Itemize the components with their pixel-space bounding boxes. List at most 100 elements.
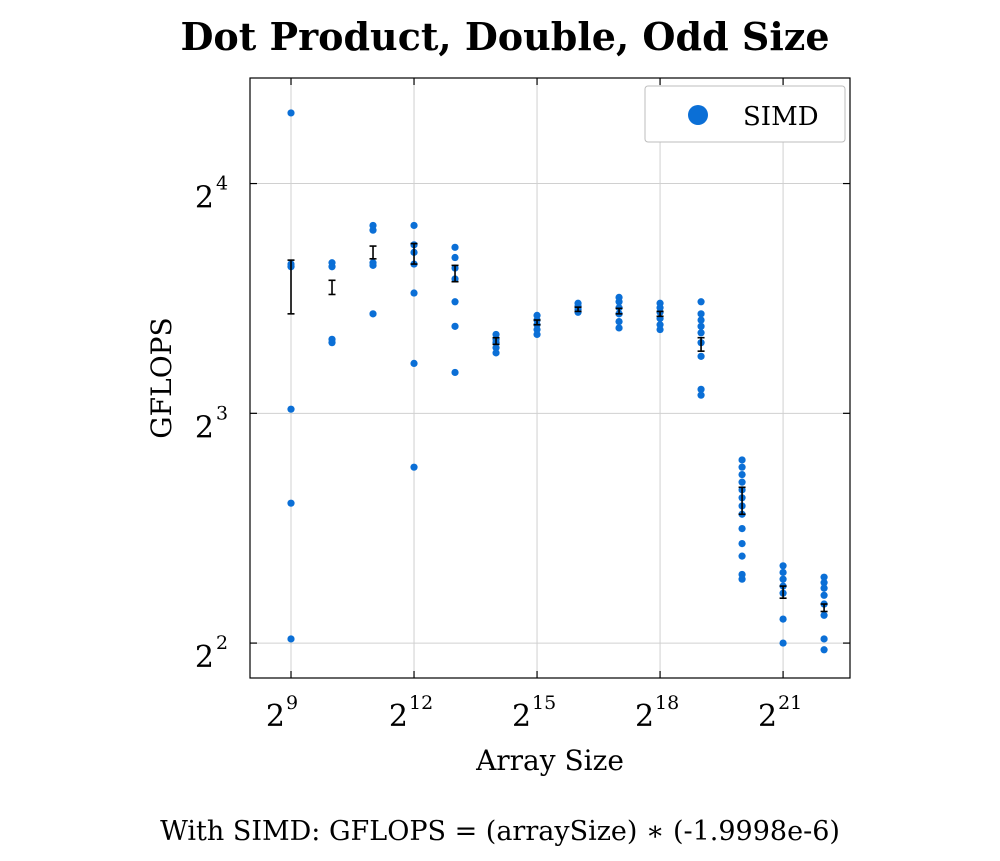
data-point bbox=[697, 322, 705, 330]
data-points bbox=[287, 109, 828, 654]
x-tick-exponent: 9 bbox=[286, 692, 298, 714]
data-point bbox=[738, 463, 746, 471]
error-bar bbox=[697, 336, 705, 352]
data-point bbox=[820, 591, 828, 599]
data-point bbox=[779, 639, 787, 647]
error-bar bbox=[451, 264, 459, 283]
y-axis-ticks: 2 22 32 4 bbox=[195, 173, 850, 675]
data-point bbox=[451, 253, 459, 262]
x-tick-base: 2 bbox=[389, 699, 408, 734]
data-point bbox=[738, 575, 746, 583]
data-point bbox=[533, 330, 541, 339]
data-point bbox=[369, 226, 377, 234]
data-point bbox=[615, 298, 623, 306]
x-tick-base: 2 bbox=[758, 699, 777, 734]
y-axis-label: GFLOPS bbox=[145, 317, 178, 438]
data-point bbox=[697, 310, 705, 318]
data-point bbox=[492, 344, 500, 352]
data-point bbox=[820, 611, 828, 619]
error-bar bbox=[533, 319, 541, 326]
error-bar bbox=[738, 486, 746, 516]
data-point bbox=[369, 261, 377, 269]
x-tick-base: 2 bbox=[512, 699, 531, 734]
x-tick-base: 2 bbox=[635, 699, 654, 734]
plot-frame bbox=[249, 77, 851, 679]
data-point bbox=[656, 325, 664, 334]
data-point bbox=[451, 368, 459, 377]
error-bars bbox=[287, 242, 828, 613]
y-tick-base: 2 bbox=[195, 181, 214, 216]
data-point bbox=[410, 221, 418, 230]
legend-marker bbox=[688, 105, 708, 125]
data-point bbox=[287, 635, 295, 643]
footer-formula: With SIMD: GFLOPS = (arraySize) ∗ (-1.99… bbox=[160, 816, 840, 847]
data-point bbox=[820, 635, 828, 643]
x-axis-label: Array Size bbox=[475, 744, 624, 777]
data-point bbox=[697, 391, 705, 399]
x-tick-exponent: 12 bbox=[409, 692, 433, 714]
data-point bbox=[615, 318, 623, 326]
data-point bbox=[820, 584, 828, 592]
data-point bbox=[492, 349, 500, 357]
data-point bbox=[738, 470, 746, 479]
legend-box bbox=[644, 85, 846, 143]
x-tick-exponent: 15 bbox=[532, 692, 556, 714]
data-point bbox=[328, 339, 336, 347]
y-tick-exponent: 4 bbox=[216, 173, 228, 195]
data-point bbox=[697, 352, 705, 360]
data-point bbox=[779, 568, 787, 577]
x-tick-label: 2 21 bbox=[758, 692, 802, 734]
x-tick-label: 2 15 bbox=[512, 692, 556, 734]
error-bar bbox=[820, 603, 828, 613]
data-point bbox=[492, 330, 500, 339]
error-bar bbox=[779, 585, 787, 599]
data-point bbox=[779, 562, 787, 570]
data-point bbox=[574, 308, 582, 316]
y-tick-base: 2 bbox=[195, 640, 214, 675]
x-tick-base: 2 bbox=[266, 699, 285, 734]
y-tick-exponent: 3 bbox=[216, 402, 228, 424]
data-point bbox=[820, 646, 828, 654]
data-point bbox=[410, 463, 418, 471]
error-bar bbox=[410, 242, 418, 265]
x-tick-label: 2 12 bbox=[389, 692, 433, 734]
data-point bbox=[615, 324, 623, 332]
error-bar bbox=[492, 336, 500, 346]
data-point bbox=[410, 289, 418, 297]
error-bar bbox=[615, 307, 623, 315]
data-point bbox=[697, 329, 705, 337]
chart-title: Dot Product, Double, Odd Size bbox=[180, 14, 829, 59]
data-point bbox=[738, 552, 746, 560]
data-point bbox=[820, 573, 828, 581]
data-point bbox=[328, 263, 336, 271]
data-point bbox=[287, 499, 295, 507]
data-point bbox=[779, 615, 787, 623]
data-point bbox=[697, 385, 705, 393]
data-point bbox=[451, 298, 459, 306]
x-tick-label: 2 18 bbox=[635, 692, 679, 734]
data-point bbox=[738, 539, 746, 548]
data-point bbox=[451, 243, 459, 251]
error-bar bbox=[574, 306, 582, 313]
grid-lines bbox=[250, 78, 850, 678]
error-bar bbox=[328, 279, 336, 296]
y-tick-base: 2 bbox=[195, 410, 214, 445]
data-point bbox=[779, 575, 787, 583]
data-point bbox=[369, 310, 377, 318]
data-point bbox=[410, 359, 418, 368]
data-point bbox=[287, 109, 295, 117]
data-point bbox=[287, 405, 295, 413]
y-tick-exponent: 2 bbox=[216, 632, 228, 654]
error-bar bbox=[656, 310, 664, 318]
x-tick-exponent: 21 bbox=[778, 692, 802, 714]
data-point bbox=[697, 298, 705, 306]
data-point bbox=[738, 456, 746, 464]
error-bar bbox=[369, 245, 377, 260]
data-point bbox=[451, 322, 459, 330]
legend-label: SIMD bbox=[743, 102, 819, 132]
x-tick-exponent: 18 bbox=[655, 692, 679, 714]
